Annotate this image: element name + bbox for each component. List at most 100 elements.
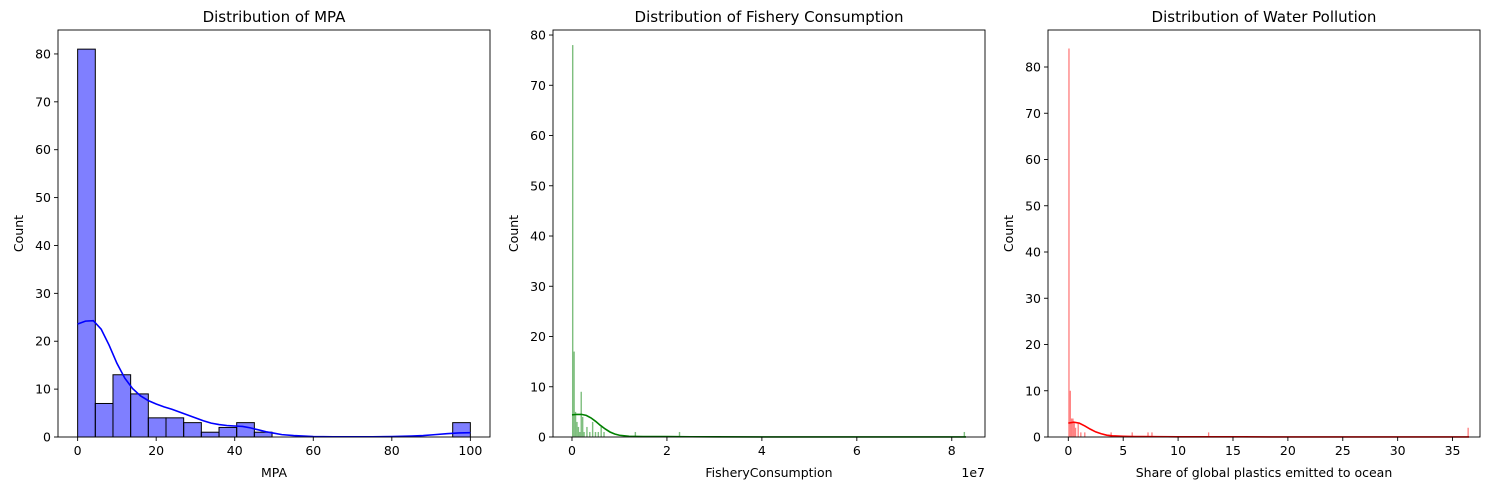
histogram-bar — [165, 417, 185, 438]
x-tick-label: 20 — [148, 443, 164, 458]
y-tick-label: 40 — [35, 238, 51, 253]
histogram-bar — [634, 431, 637, 437]
y-tick-label: 40 — [530, 229, 546, 244]
histogram-bar — [579, 431, 581, 437]
kde-line — [1068, 421, 1470, 438]
chart-3 — [1044, 29, 1481, 441]
y-tick-label: 20 — [1025, 337, 1041, 352]
histogram-bar — [77, 48, 96, 438]
histogram-bar — [1084, 432, 1086, 438]
y-axis-label: Count — [11, 215, 26, 252]
histogram-bar — [236, 422, 255, 438]
y-tick-label: 20 — [35, 334, 51, 349]
y-axis-label: Count — [1001, 215, 1016, 252]
y-tick-label: 50 — [530, 178, 546, 193]
x-tick-label: 0 — [74, 443, 82, 458]
chart-title: Distribution of MPA — [203, 8, 347, 26]
histogram-bar — [1070, 418, 1073, 437]
y-tick-label: 60 — [1025, 152, 1041, 167]
histogram-bar — [678, 431, 681, 437]
histogram-bar — [1467, 427, 1469, 437]
y-tick-label: 80 — [35, 46, 51, 61]
histogram-bar — [583, 431, 585, 437]
x-tick-label: 5 — [1119, 443, 1127, 458]
chart-title: Distribution of Fishery Consumption — [635, 8, 904, 26]
histogram-bar — [594, 431, 597, 437]
x-axis-label: MPA — [261, 465, 288, 480]
histogram-bar — [963, 431, 966, 437]
x-tick-label: 20 — [1280, 443, 1296, 458]
axes-frame — [1047, 29, 1481, 438]
chart-1 — [54, 29, 491, 441]
histogram-bar — [200, 431, 220, 438]
histogram-bar — [1074, 427, 1077, 437]
histogram-bar — [112, 374, 132, 438]
histogram-bar — [1207, 432, 1210, 438]
x-tick-label: 0 — [568, 443, 576, 458]
x-tick-label: 4 — [758, 443, 766, 458]
histogram-bar — [573, 351, 575, 437]
histogram-bar — [591, 421, 594, 437]
histogram-bar — [94, 402, 114, 438]
y-tick-label: 70 — [35, 94, 51, 109]
x-axis-offset-text: 1e7 — [961, 465, 985, 480]
axes-frame — [552, 29, 986, 438]
histogram-bar — [577, 426, 580, 437]
x-tick-label: 60 — [305, 443, 321, 458]
x-tick-label: 0 — [1064, 443, 1072, 458]
histogram-bar — [1077, 423, 1079, 438]
histogram-bar — [603, 431, 605, 437]
histogram-bar — [130, 393, 149, 438]
histogram-bar — [1068, 48, 1070, 437]
x-tick-label: 10 — [1170, 443, 1186, 458]
chart-title: Distribution of Water Pollution — [1152, 8, 1377, 26]
kde-line — [571, 413, 967, 438]
y-tick-label: 50 — [1025, 198, 1041, 213]
histogram-bar — [581, 416, 584, 437]
y-tick-label: 10 — [530, 379, 546, 394]
histogram-bar — [1151, 432, 1153, 438]
x-tick-label: 25 — [1335, 443, 1351, 458]
histogram-bar — [1147, 432, 1149, 438]
x-tick-label: 6 — [853, 443, 861, 458]
x-tick-label: 2 — [663, 443, 671, 458]
y-tick-label: 30 — [530, 279, 546, 294]
y-tick-label: 0 — [538, 430, 546, 445]
histogram-bar — [1069, 390, 1071, 437]
x-axis-label: Share of global plastics emitted to ocea… — [1136, 465, 1393, 480]
histogram-bar — [218, 426, 238, 438]
histogram-bar — [1110, 432, 1112, 438]
histogram-bar — [1073, 423, 1075, 438]
x-axis-label: FisheryConsumption — [705, 465, 832, 480]
y-tick-label: 60 — [35, 142, 51, 157]
y-tick-label: 80 — [530, 28, 546, 43]
chart-2 — [549, 29, 986, 441]
y-tick-label: 20 — [530, 329, 546, 344]
y-tick-label: 70 — [530, 78, 546, 93]
y-tick-label: 80 — [1025, 60, 1041, 75]
histogram-bar — [1080, 432, 1082, 438]
y-axis-label: Count — [506, 215, 521, 252]
histogram-bar — [589, 431, 591, 437]
y-tick-label: 70 — [1025, 106, 1041, 121]
histogram-bar — [147, 417, 167, 438]
y-tick-label: 0 — [1033, 430, 1041, 445]
histogram-bar — [597, 431, 600, 437]
y-tick-label: 40 — [1025, 245, 1041, 260]
y-tick-label: 30 — [35, 286, 51, 301]
histogram-bar — [1072, 418, 1074, 437]
histogram-bar — [576, 421, 578, 437]
y-tick-label: 50 — [35, 190, 51, 205]
histogram-bar — [600, 426, 602, 437]
y-tick-label: 0 — [43, 430, 51, 445]
histogram-bar — [574, 411, 577, 437]
x-tick-label: 40 — [227, 443, 243, 458]
y-tick-label: 10 — [35, 382, 51, 397]
histogram-bar — [1131, 432, 1133, 438]
y-tick-label: 30 — [1025, 291, 1041, 306]
x-tick-label: 15 — [1225, 443, 1241, 458]
y-tick-label: 60 — [530, 128, 546, 143]
x-tick-label: 30 — [1390, 443, 1406, 458]
x-tick-label: 35 — [1445, 443, 1461, 458]
